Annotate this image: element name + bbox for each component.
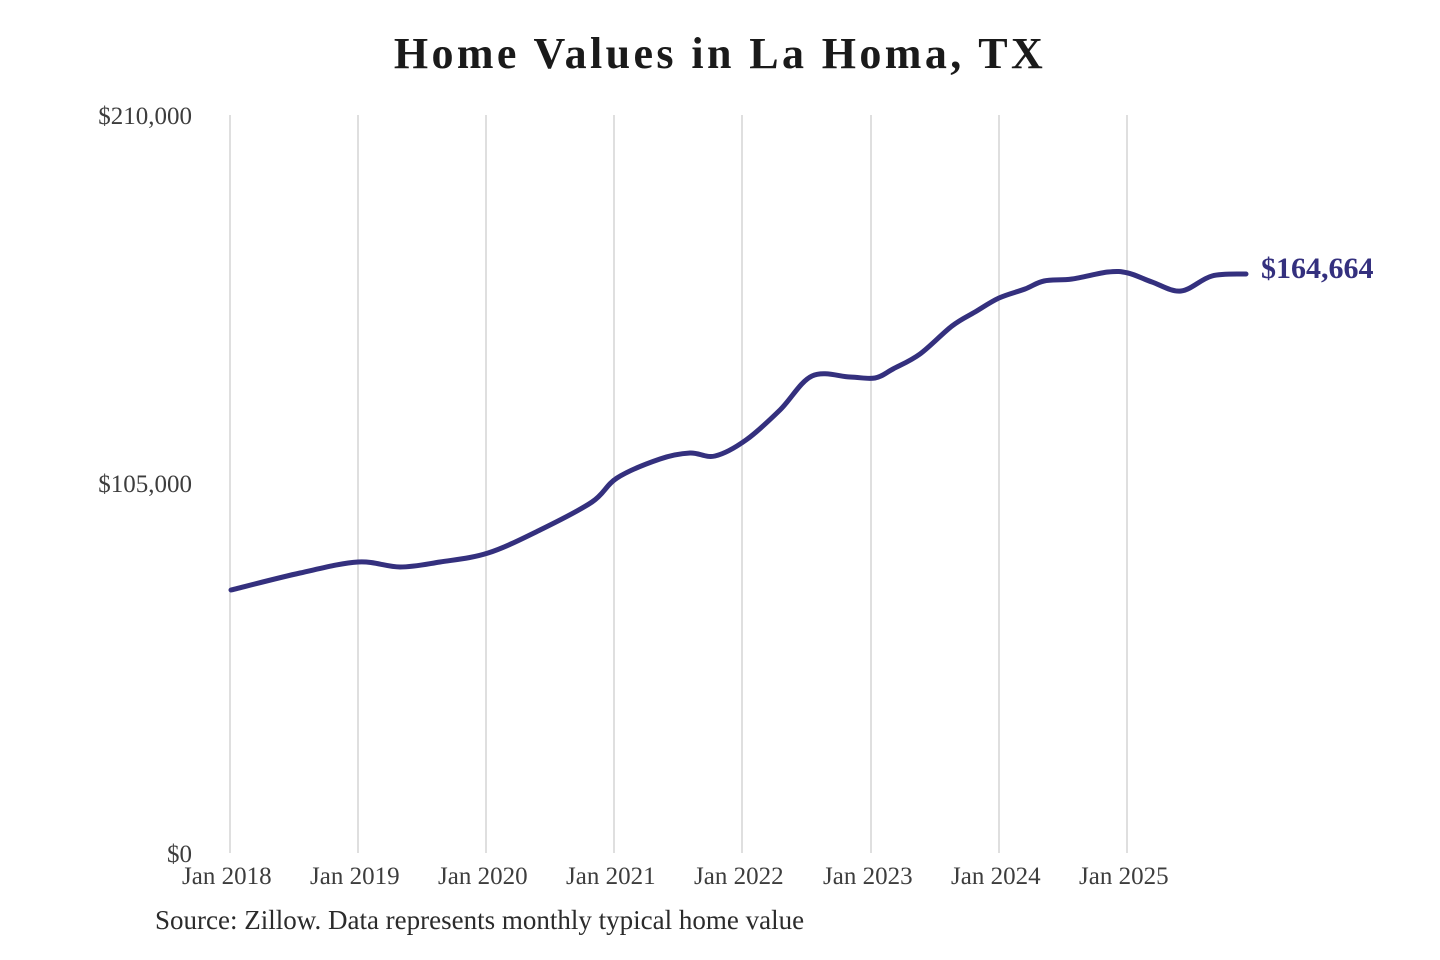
svg-text:Jan 2018: Jan 2018 [182,863,272,890]
svg-text:$210,000: $210,000 [98,103,192,130]
svg-text:$105,000: $105,000 [98,471,192,498]
svg-text:$164,664: $164,664 [1261,252,1374,285]
svg-text:Jan 2019: Jan 2019 [310,863,400,890]
svg-text:Jan 2024: Jan 2024 [951,863,1041,890]
svg-text:Jan 2020: Jan 2020 [438,863,528,890]
svg-text:Jan 2021: Jan 2021 [566,863,656,890]
svg-text:Jan 2025: Jan 2025 [1079,863,1169,890]
svg-text:Jan 2023: Jan 2023 [823,863,913,890]
svg-text:Jan 2022: Jan 2022 [694,863,784,890]
